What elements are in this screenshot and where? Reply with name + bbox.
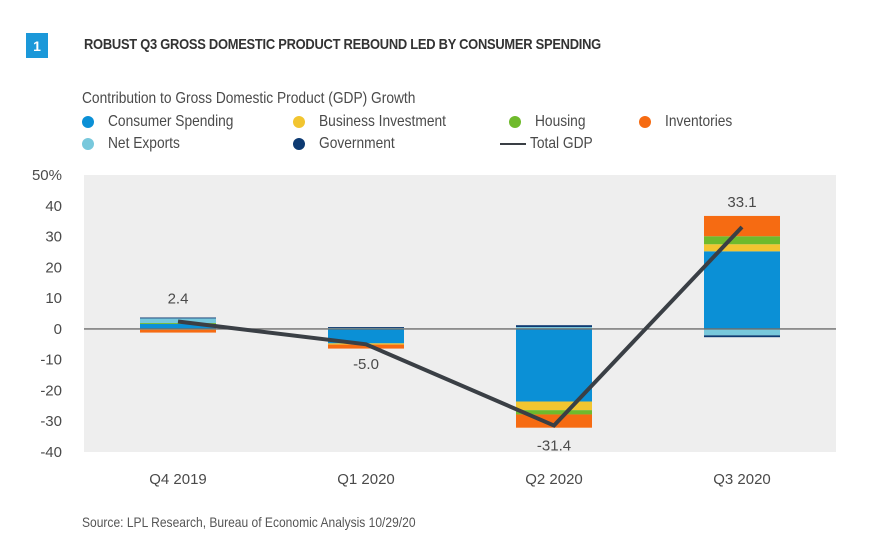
bar-segment-government [140, 317, 216, 319]
y-tick-label: 50% [32, 167, 62, 184]
y-tick-label: 40 [45, 198, 62, 215]
y-tick-label: -20 [40, 382, 62, 399]
total-gdp-data-label: -31.4 [537, 437, 571, 454]
bar-segment-business-investment [704, 244, 780, 252]
total-gdp-line [177, 225, 744, 428]
legend-item-housing: Housing [509, 113, 594, 131]
x-tick-label: Q4 2019 [149, 471, 207, 488]
legend-item-inventories: Inventories [639, 113, 743, 131]
legend-dot-icon [509, 116, 521, 128]
legend-label: Inventories [665, 113, 733, 130]
legend-item-government: Government [293, 135, 407, 153]
bar-segment-inventories [704, 215, 780, 237]
bar-segment-government [516, 325, 592, 328]
bar-segment-business-investment [516, 401, 592, 411]
bar-segment-consumer-spending [140, 323, 216, 329]
y-tick-label: 20 [45, 259, 62, 276]
total-gdp-data-label: 2.4 [168, 291, 189, 308]
legend-dot-icon [82, 116, 94, 128]
bar-segment-government [704, 335, 780, 338]
legend-line-icon [500, 143, 526, 145]
legend-dot-icon [82, 138, 94, 150]
legend-dot-icon [293, 116, 305, 128]
chart-subtitle: Contribution to Gross Domestic Product (… [82, 90, 416, 107]
x-tick-label: Q3 2020 [713, 471, 771, 488]
legend-label: Government [319, 135, 395, 152]
y-tick-label: 10 [45, 290, 62, 307]
legend-item-consumer-spending: Consumer Spending [82, 113, 254, 131]
bar-segment-net-exports [516, 327, 592, 329]
legend-item-business-investment: Business Investment [293, 113, 467, 131]
bar-segment-housing [704, 236, 780, 245]
legend-item-total-gdp: Total GDP [500, 135, 603, 153]
legend-label: Housing [535, 113, 586, 130]
source-note: Source: LPL Research, Bureau of Economic… [82, 514, 416, 530]
legend-label: Net Exports [108, 135, 180, 152]
bar-segment-government [328, 327, 404, 328]
legend-dot-icon [293, 138, 305, 150]
y-tick-label: -30 [40, 413, 62, 430]
bar-segment-consumer-spending [516, 328, 592, 402]
bar-segment-inventories [328, 344, 404, 349]
y-tick-label: -40 [40, 444, 62, 461]
legend-label: Consumer Spending [108, 113, 234, 130]
legend-label: Business Investment [319, 113, 446, 130]
bar-segment-net-exports [140, 318, 216, 324]
bar-segment-housing [516, 410, 592, 415]
bar-segment-net-exports [704, 328, 780, 336]
legend-item-net-exports: Net Exports [82, 135, 192, 153]
total-gdp-data-label: 33.1 [727, 194, 756, 211]
figure-number-badge: 1 [26, 33, 48, 58]
x-tick-label: Q1 2020 [337, 471, 395, 488]
bar-segment-consumer-spending [704, 251, 780, 329]
x-tick-label: Q2 2020 [525, 471, 583, 488]
y-tick-label: 0 [54, 321, 62, 338]
y-tick-label: 30 [45, 229, 62, 246]
bar-segment-inventories [140, 329, 216, 333]
total-gdp-data-label: -5.0 [353, 356, 379, 373]
y-tick-label: -10 [40, 352, 62, 369]
legend-dot-icon [639, 116, 651, 128]
chart-title: ROBUST Q3 GROSS DOMESTIC PRODUCT REBOUND… [84, 36, 601, 53]
legend-label: Total GDP [530, 135, 593, 152]
bar-segment-consumer-spending [328, 328, 404, 344]
